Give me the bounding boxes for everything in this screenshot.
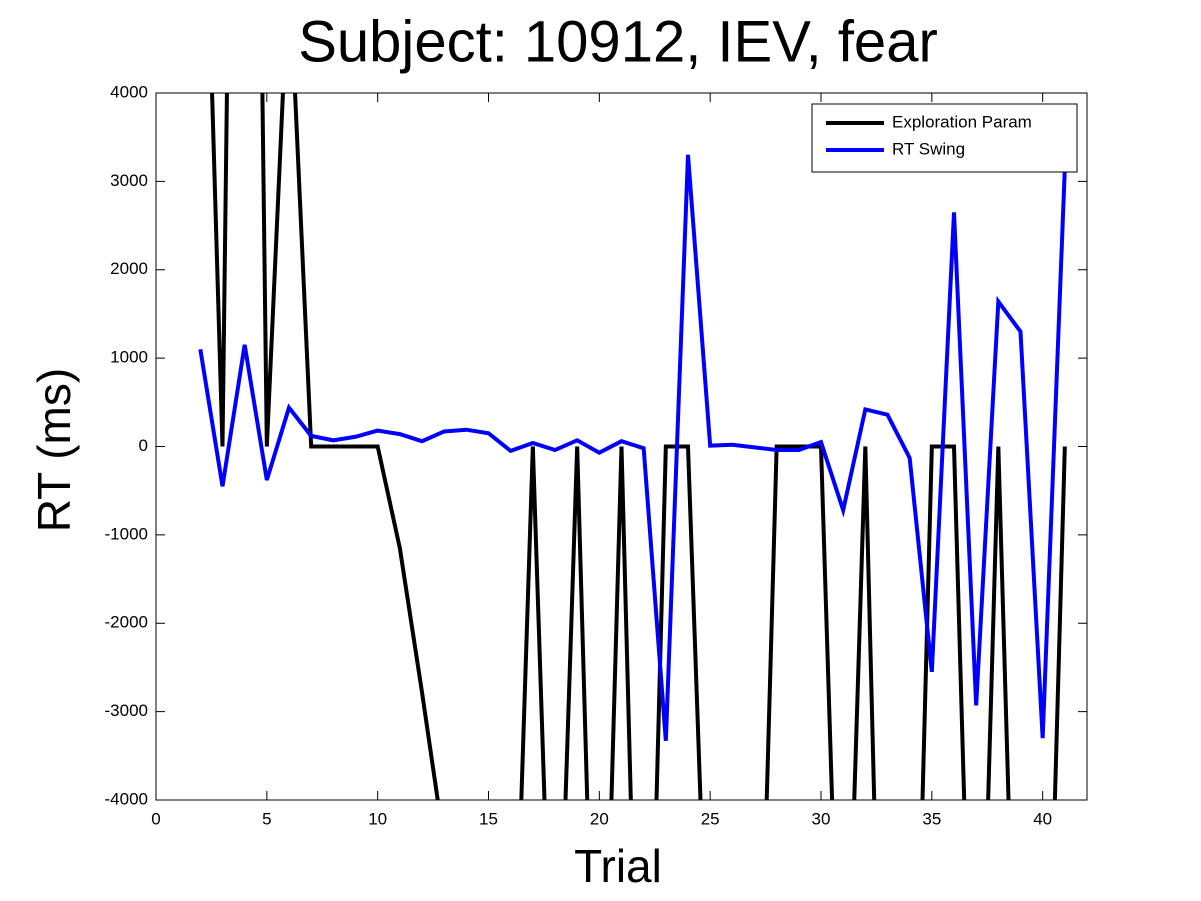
x-tick-label: 35 — [922, 809, 941, 828]
x-tick-label: 0 — [151, 809, 160, 828]
y-tick-label: -2000 — [105, 613, 148, 632]
y-tick-label: -3000 — [105, 701, 148, 720]
x-tick-label: 40 — [1033, 809, 1052, 828]
line-series — [210, 93, 1067, 800]
chart-title: Subject: 10912, IEV, fear — [298, 9, 938, 74]
y-tick-label: 1000 — [110, 348, 148, 367]
x-tick-label: 25 — [701, 809, 720, 828]
legend-label: RT Swing — [892, 139, 965, 158]
x-tick-label: 10 — [368, 809, 387, 828]
x-tick-label: 20 — [590, 809, 609, 828]
x-tick-label: 15 — [479, 809, 498, 828]
line-series — [198, 154, 1067, 741]
y-tick-label: 4000 — [110, 82, 148, 101]
y-tick-label: 0 — [139, 436, 148, 455]
legend-box — [811, 103, 1078, 173]
y-tick-label: -4000 — [105, 789, 148, 808]
y-tick-label: 2000 — [110, 259, 148, 278]
y-axis-label: RT (ms) — [28, 368, 80, 532]
x-axis-label: Trial — [574, 840, 662, 892]
x-tick-label: 30 — [812, 809, 831, 828]
y-tick-label: -1000 — [105, 524, 148, 543]
plot — [198, 93, 1067, 800]
legend-label: Exploration Param — [892, 112, 1032, 131]
x-tick-label: 5 — [262, 809, 271, 828]
y-tick-label: 3000 — [110, 171, 148, 190]
